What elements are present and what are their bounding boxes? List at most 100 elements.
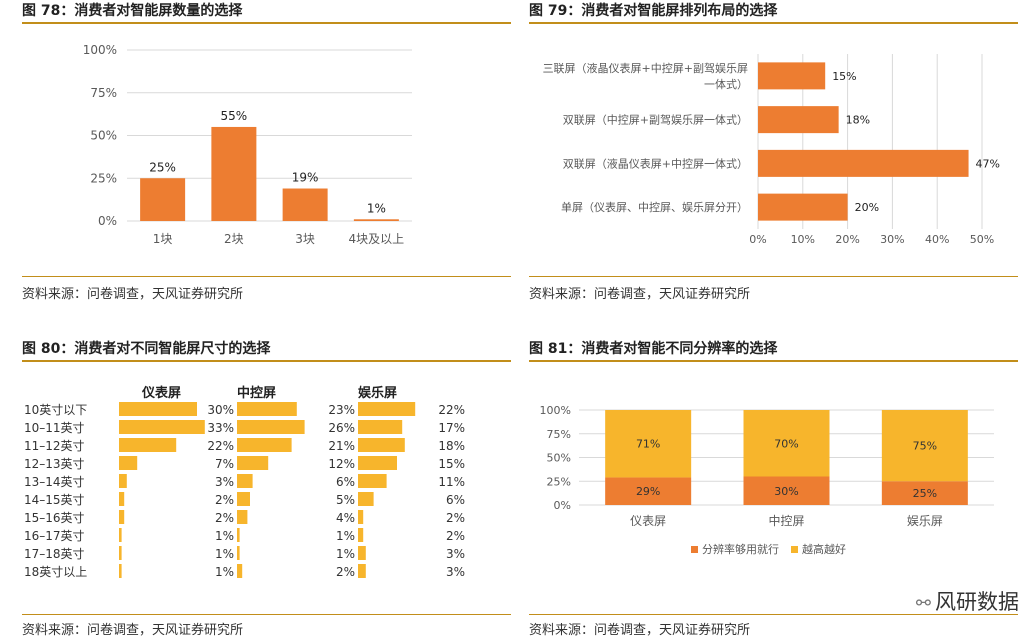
bar: [358, 438, 405, 452]
data-label: 5%: [336, 493, 355, 507]
data-label: 75%: [913, 440, 937, 453]
y-tick-label: 三联屏（液晶仪表屏+中控屏+副驾娱乐屏: [543, 61, 748, 75]
y-tick-label: 一体式）: [704, 77, 748, 91]
bar: [237, 510, 248, 524]
y-tick-label: 双联屏（中控屏+副驾娱乐屏一体式）: [563, 113, 748, 127]
bar: [119, 402, 197, 416]
x-tick-label: 30%: [880, 233, 904, 246]
figure-81-source: 资料来源：问卷调查，天风证券研究所: [529, 623, 751, 638]
figure-78-source: 资料来源：问卷调查，天风证券研究所: [22, 287, 244, 302]
data-label: 18%: [438, 439, 465, 453]
figure-81-panel: 图 81：消费者对智能不同分辨率的选择 0% 25% 50% 75% 100% 29% 71…: [529, 338, 1018, 644]
data-label: 47%: [976, 157, 1000, 170]
bar: [358, 564, 366, 578]
category-label: 12–13英寸: [24, 457, 85, 471]
bar: [119, 564, 122, 578]
figure-79-title-rule: [529, 22, 1018, 24]
bar: [119, 456, 138, 470]
data-label: 22%: [207, 439, 234, 453]
bar-segment: [743, 476, 830, 505]
bar-segment: [605, 410, 692, 478]
data-label: 12%: [328, 457, 355, 471]
bar: [237, 402, 297, 416]
figure-81-title-rule: [529, 360, 1018, 362]
data-label: 21%: [328, 439, 355, 453]
data-label: 2%: [446, 529, 465, 543]
bar: [353, 219, 399, 221]
bar: [758, 149, 969, 177]
data-label: 18%: [846, 114, 870, 127]
data-label: 2%: [446, 511, 465, 525]
series-header: 中控屏: [237, 385, 276, 401]
figure-80-title: 图 80：消费者对不同智能屏尺寸的选择: [22, 341, 271, 357]
figure-80-title-rule: [22, 360, 511, 362]
bar: [358, 546, 366, 560]
bar: [237, 546, 240, 560]
y-tick-label: 0%: [98, 214, 117, 228]
y-tick-label: 50%: [90, 129, 117, 143]
bar: [758, 193, 848, 221]
legend-swatch: [691, 546, 698, 553]
data-label: 3%: [215, 475, 234, 489]
data-label: 15%: [832, 70, 856, 83]
series-header: 仪表屏: [141, 385, 181, 401]
x-tick-label: 中控屏: [768, 513, 804, 528]
figure-79-bottom-rule: [529, 276, 1018, 277]
figure-80-source: 资料来源：问卷调查，天风证券研究所: [22, 623, 244, 638]
category-label: 16–17英寸: [24, 529, 85, 543]
bar: [140, 178, 186, 221]
data-label: 1%: [336, 529, 355, 543]
figure-78-bottom-rule: [22, 276, 511, 277]
figure-81-title: 图 81：消费者对智能不同分辨率的选择: [529, 341, 778, 357]
y-tick-label: 单屏（仪表屏、中控屏、娱乐屏分开）: [561, 200, 748, 214]
data-label: 6%: [336, 475, 355, 489]
data-label: 3%: [446, 565, 465, 579]
data-label: 1%: [336, 547, 355, 561]
legend-label: 分辨率够用就行: [702, 542, 779, 556]
y-tick-label: 75%: [547, 428, 571, 441]
data-label: 4%: [336, 511, 355, 525]
bar: [282, 188, 328, 221]
y-tick-label: 双联屏（液晶仪表屏+中控屏一体式）: [563, 156, 748, 170]
data-label: 23%: [328, 403, 355, 417]
x-tick-label: 3块: [295, 232, 315, 246]
figure-81-bottom-rule: [529, 614, 1018, 615]
data-label: 33%: [207, 421, 234, 435]
bar-segment: [743, 410, 830, 477]
figure-78-chart: 0% 25% 50% 75% 100% 25% 1块 55% 2块 19% 3块 1% 4块及以上: [83, 43, 412, 246]
y-tick-label: 25%: [547, 475, 571, 488]
y-tick-label: 100%: [83, 43, 117, 57]
bar-segment: [881, 481, 968, 505]
data-label: 22%: [438, 403, 465, 417]
bar: [119, 438, 177, 452]
data-label: 70%: [774, 437, 798, 450]
bar: [237, 474, 253, 488]
x-tick-label: 10%: [791, 233, 815, 246]
bar: [119, 492, 125, 506]
data-label: 30%: [207, 403, 234, 417]
bar: [237, 438, 292, 452]
category-label: 11–12英寸: [24, 439, 85, 453]
category-label: 10英寸以下: [24, 403, 87, 417]
data-label: 17%: [438, 421, 465, 435]
wechat-icon: ⚯: [915, 593, 931, 614]
x-tick-label: 仪表屏: [630, 514, 666, 528]
x-tick-label: 4块及以上: [349, 232, 405, 246]
bar: [237, 456, 269, 470]
bar: [119, 474, 127, 488]
figure-81-chart: 0% 25% 50% 75% 100% 29% 71% 仪表屏 30% 70% 中控屏 25% 75% 娱…: [540, 404, 994, 556]
data-label: 20%: [855, 201, 879, 214]
data-label: 1%: [215, 529, 234, 543]
data-label: 3%: [446, 547, 465, 561]
x-tick-label: 40%: [925, 233, 949, 246]
bar: [211, 126, 257, 221]
y-tick-label: 50%: [547, 452, 571, 465]
data-label: 15%: [438, 457, 465, 471]
category-label: 18英寸以上: [24, 565, 87, 579]
watermark: ⚯ 风研数据: [916, 586, 1019, 616]
bar: [358, 420, 403, 434]
data-label: 19%: [292, 171, 319, 185]
data-label: 11%: [438, 475, 465, 489]
watermark-text: 风研数据: [935, 590, 1019, 614]
x-tick-label: 0%: [749, 233, 766, 246]
